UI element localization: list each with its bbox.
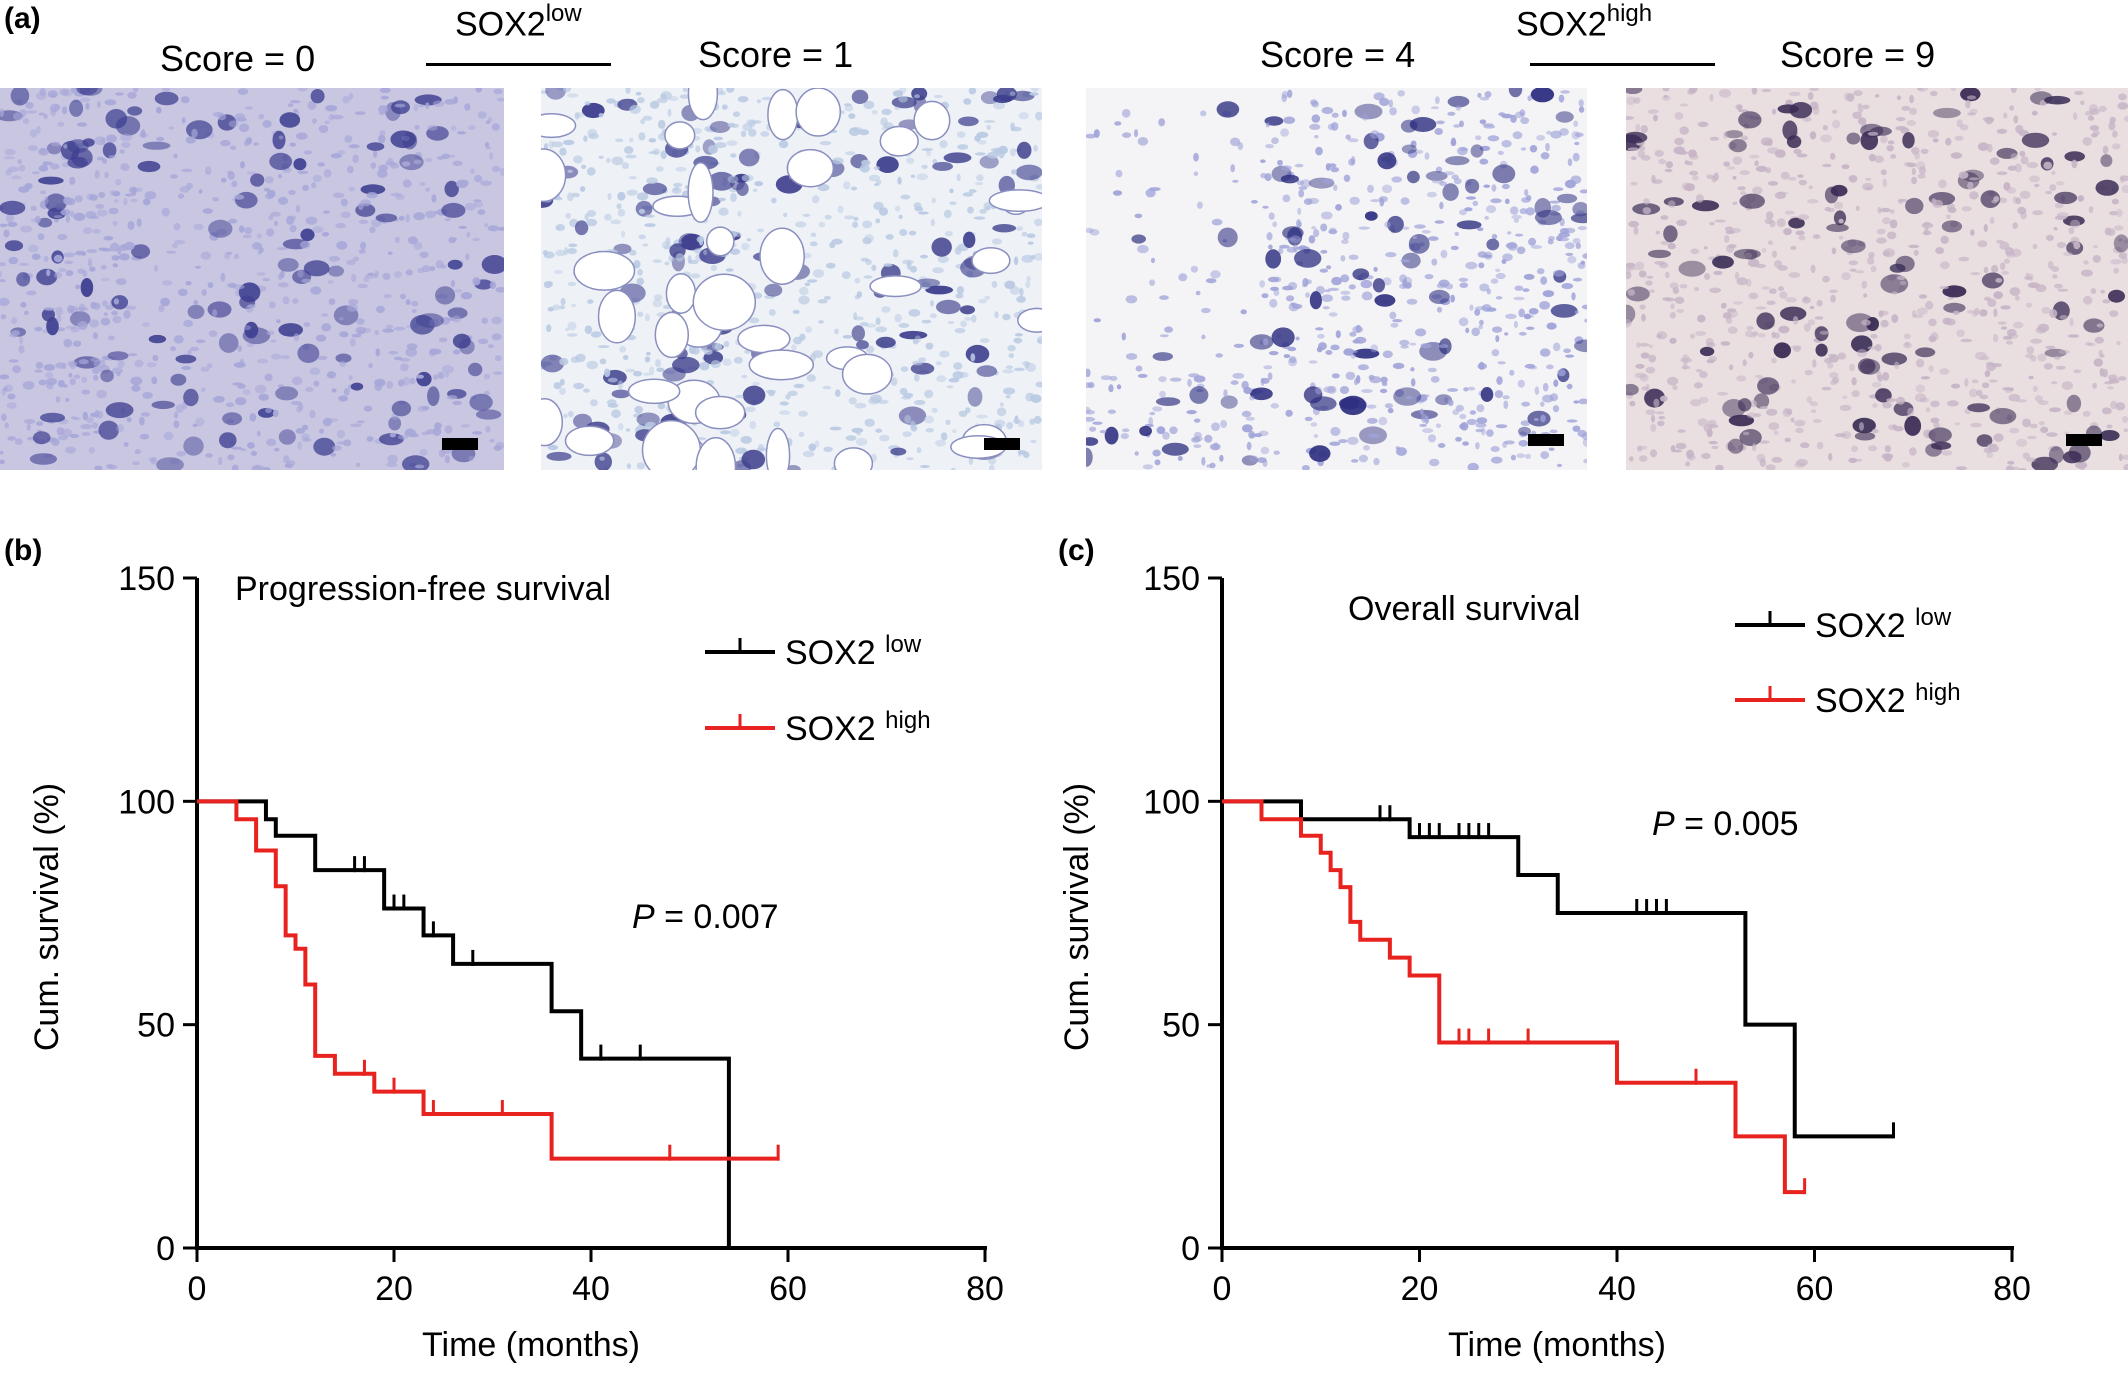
series-line-low: [197, 799, 731, 1248]
p-value-annotation: P = 0.005: [1652, 805, 1799, 843]
chart-title: Progression-free survival: [235, 570, 611, 608]
x-tick-label: 40: [572, 1270, 610, 1308]
p-label: P: [632, 898, 655, 936]
group-label-high: SOX2high: [1516, 0, 1653, 44]
score-label-1: Score = 1: [698, 34, 854, 75]
scale-bar-0: [442, 438, 478, 450]
micrograph-score-1: [541, 88, 1042, 470]
x-tick-label: 20: [1401, 1270, 1439, 1308]
score-label-0: Score = 0: [160, 38, 316, 79]
x-tick-label: 40: [1598, 1270, 1636, 1308]
legend-label-low: SOX2 low: [1815, 604, 1952, 645]
group-low-sup: low: [545, 0, 582, 27]
y-tick-label: 50: [1162, 1007, 1200, 1045]
micrograph-score-9: [1626, 88, 2128, 470]
y-tick-label: 100: [118, 783, 175, 821]
x-tick-label: 60: [1796, 1270, 1834, 1308]
x-tick-label: 80: [966, 1270, 1004, 1308]
group-high-divider: [1530, 63, 1715, 66]
p-value: = 0.005: [1675, 805, 1799, 843]
y-tick-label: 0: [156, 1230, 175, 1268]
survival-charts: (b) 0 50 100 150 0 20 40 60 80 Time (months) Cum. s…: [4, 534, 2031, 1364]
legend-label-high: SOX2 high: [785, 707, 931, 748]
legend-label-base: SOX2: [785, 634, 885, 672]
legend-label-sup: low: [885, 631, 922, 658]
series-line-low: [1222, 799, 1894, 1139]
score-label-4: Score = 4: [1260, 34, 1416, 75]
chart-1: (c) 0 50 100 150 0 20 40 60 80 Time (months) Cum. s…: [1058, 534, 2031, 1364]
y-tick-label: 150: [1143, 560, 1200, 598]
y-tick-label: 100: [1143, 783, 1200, 821]
x-tick-label: 80: [1993, 1270, 2031, 1308]
x-tick-label: 0: [1213, 1270, 1232, 1308]
legend-label-sup: high: [1915, 679, 1960, 706]
x-axis-title: Time (months): [422, 1326, 640, 1364]
y-axis-title: Cum. survival (%): [1058, 783, 1096, 1051]
legend-label-sup: high: [885, 707, 930, 734]
legend-label-sup: low: [1915, 604, 1952, 631]
x-tick-label: 20: [375, 1270, 413, 1308]
scale-bar-1: [984, 438, 1020, 450]
scale-bar-4: [1528, 434, 1564, 446]
chart-title: Overall survival: [1348, 590, 1580, 628]
chart-0: (b) 0 50 100 150 0 20 40 60 80 Time (months) Cum. s…: [4, 534, 1004, 1364]
x-tick-label: 60: [769, 1270, 807, 1308]
y-tick-label: 50: [137, 1007, 175, 1045]
group-low-base: SOX2: [455, 5, 546, 44]
group-low-divider: [426, 63, 611, 66]
series-line-high: [1222, 799, 1805, 1195]
series-line-high: [197, 799, 779, 1161]
p-label: P: [1652, 805, 1675, 843]
legend-label-high: SOX2 high: [1815, 679, 1961, 720]
micrograph-score-0: [0, 88, 504, 470]
legend-label-base: SOX2: [1815, 682, 1915, 720]
score-label-9: Score = 9: [1780, 34, 1936, 75]
panel-label: (b): [4, 534, 42, 567]
panel-label: (c): [1058, 534, 1095, 567]
y-tick-label: 0: [1181, 1230, 1200, 1268]
p-value-annotation: P = 0.007: [632, 898, 779, 936]
legend-label-base: SOX2: [785, 710, 885, 748]
group-high-base: SOX2: [1516, 5, 1607, 44]
legend-label-base: SOX2: [1815, 607, 1915, 645]
legend-label-low: SOX2 low: [785, 631, 922, 672]
y-tick-label: 150: [118, 560, 175, 598]
group-high-sup: high: [1606, 0, 1653, 27]
micrograph-score-4: [1086, 88, 1587, 470]
x-axis-title: Time (months): [1448, 1326, 1666, 1364]
group-label-low: SOX2low: [455, 0, 582, 44]
p-value: = 0.007: [655, 898, 779, 936]
x-tick-label: 0: [188, 1270, 207, 1308]
y-axis-title: Cum. survival (%): [28, 783, 66, 1051]
scale-bar-9: [2066, 434, 2102, 446]
panel-a-label: (a): [4, 2, 41, 35]
